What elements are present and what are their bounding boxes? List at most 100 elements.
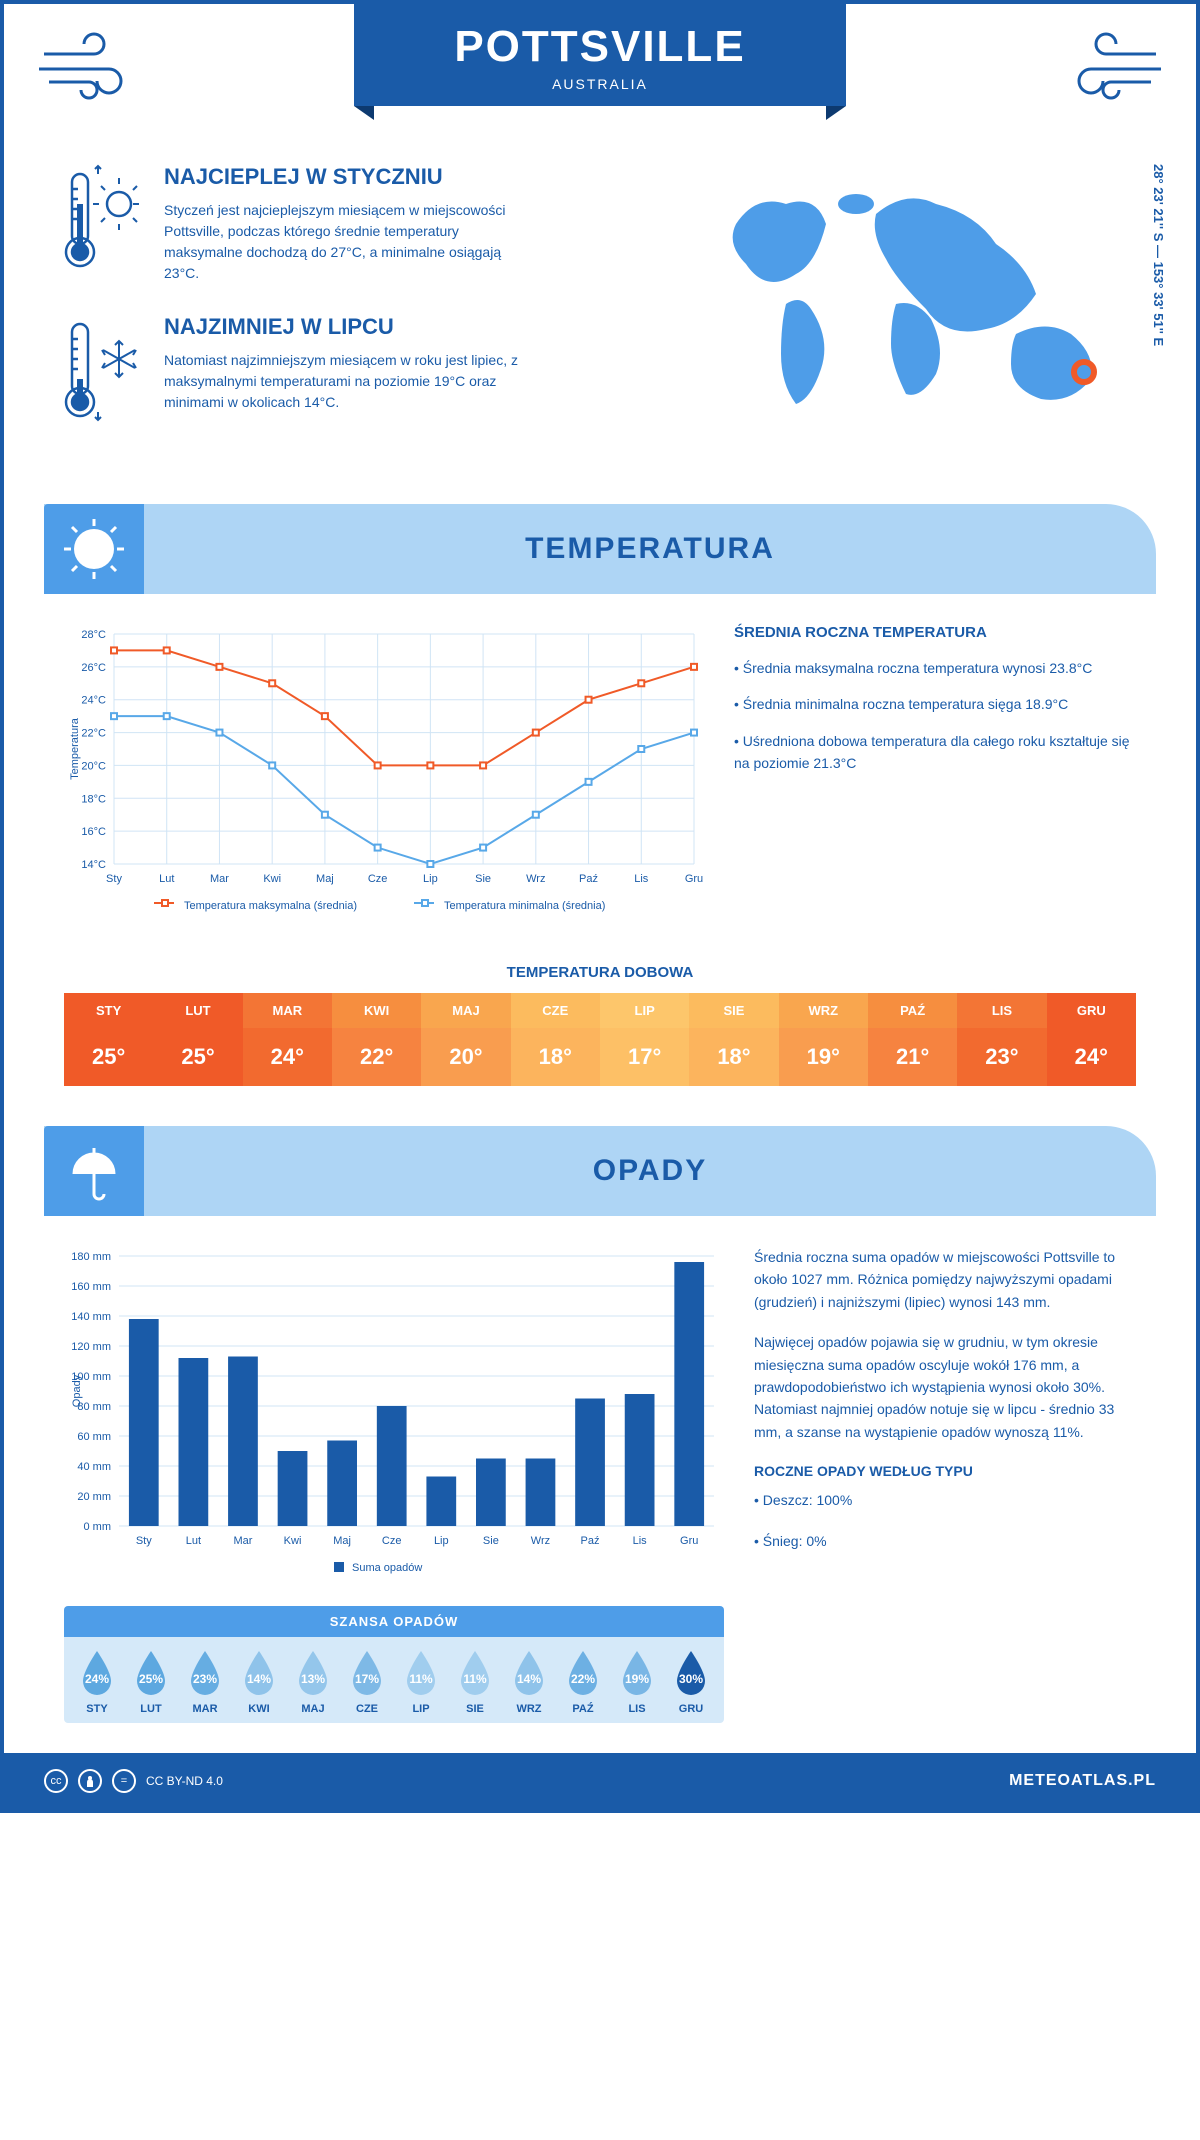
temp-info-title: ŚREDNIA ROCZNA TEMPERATURA [734,624,1136,641]
daily-title: TEMPERATURA DOBOWA [4,964,1196,981]
svg-text:Cze: Cze [382,1535,402,1547]
chance-cell: 14% WRZ [502,1649,556,1715]
svg-text:Maj: Maj [333,1535,351,1547]
svg-text:120 mm: 120 mm [71,1341,111,1353]
svg-text:Sie: Sie [475,873,491,885]
chance-cell: 24% STY [70,1649,124,1715]
svg-text:18°C: 18°C [81,793,106,805]
svg-text:Lut: Lut [159,873,174,885]
svg-text:Lip: Lip [434,1535,449,1547]
chance-cell: 30% GRU [664,1649,718,1715]
svg-text:Paź: Paź [581,1535,600,1547]
svg-text:14°C: 14°C [81,859,106,871]
svg-text:Lut: Lut [186,1535,201,1547]
rain-paragraph: Średnia roczna suma opadów w miejscowośc… [754,1246,1136,1313]
daily-cell: WRZ 19° [779,993,868,1086]
svg-text:Gru: Gru [680,1535,698,1547]
svg-text:Temperatura minimalna (średnia: Temperatura minimalna (średnia) [444,900,605,912]
svg-text:Sty: Sty [136,1535,152,1547]
svg-text:Sie: Sie [483,1535,499,1547]
coldest-block: NAJZIMNIEJ W LIPCU Natomiast najzimniejs… [64,314,656,424]
daily-cell: MAR 24° [243,993,332,1086]
section-title: OPADY [144,1154,1156,1188]
wind-icon [34,24,154,104]
svg-text:0 mm: 0 mm [84,1521,112,1533]
daily-cell: SIE 18° [689,993,778,1086]
site-name: METEOATLAS.PL [1009,1772,1156,1790]
temp-bullet: • Uśredniona dobowa temperatura dla całe… [734,730,1136,775]
rain-paragraph: Najwięcej opadów pojawia się w grudniu, … [754,1331,1136,1443]
svg-text:Kwi: Kwi [263,873,281,885]
svg-text:180 mm: 180 mm [71,1251,111,1263]
wind-icon [1046,24,1166,104]
svg-text:60 mm: 60 mm [77,1431,111,1443]
svg-text:Suma opadów: Suma opadów [352,1562,422,1574]
precipitation-bar-chart: 0 mm20 mm40 mm60 mm80 mm100 mm120 mm140 … [64,1246,724,1586]
rain-type: • Śnieg: 0% [754,1530,1136,1552]
svg-text:28°C: 28°C [81,629,106,641]
warmest-block: NAJCIEPLEJ W STYCZNIU Styczeń jest najci… [64,164,656,284]
svg-text:Maj: Maj [316,873,334,885]
rain-type-title: ROCZNE OPADY WEDŁUG TYPU [754,1463,1136,1479]
svg-text:Mar: Mar [210,873,229,885]
temperature-info: ŚREDNIA ROCZNA TEMPERATURA • Średnia mak… [734,624,1136,924]
daily-cell: GRU 24° [1047,993,1136,1086]
svg-text:20 mm: 20 mm [77,1491,111,1503]
umbrella-icon [44,1126,144,1216]
city-name: POTTSVILLE [454,22,745,72]
svg-text:20°C: 20°C [81,760,106,772]
svg-text:22°C: 22°C [81,728,106,740]
title-banner: POTTSVILLE AUSTRALIA [354,4,845,106]
chance-cell: 11% SIE [448,1649,502,1715]
sun-icon [44,504,144,594]
svg-text:160 mm: 160 mm [71,1281,111,1293]
svg-text:Wrz: Wrz [526,873,545,885]
section-title: TEMPERATURA [144,532,1156,566]
svg-text:Cze: Cze [368,873,388,885]
svg-text:Temperatura: Temperatura [69,717,81,780]
daily-cell: KWI 22° [332,993,421,1086]
intro-section: NAJCIEPLEJ W STYCZNIU Styczeń jest najci… [4,144,1196,484]
svg-text:24°C: 24°C [81,695,106,707]
temp-bullet: • Średnia maksymalna roczna temperatura … [734,657,1136,679]
chance-cell: 17% CZE [340,1649,394,1715]
svg-text:Kwi: Kwi [284,1535,302,1547]
world-map [696,164,1136,424]
svg-text:Mar: Mar [233,1535,252,1547]
section-header-temperature: TEMPERATURA [44,504,1156,594]
header: POTTSVILLE AUSTRALIA [4,4,1196,144]
svg-text:26°C: 26°C [81,662,106,674]
coordinates: 28° 23' 21'' S — 153° 33' 51'' E [1151,164,1166,444]
chance-cell: 19% LIS [610,1649,664,1715]
svg-text:Temperatura maksymalna (średni: Temperatura maksymalna (średnia) [184,900,357,912]
daily-cell: CZE 18° [511,993,600,1086]
precipitation-chance: SZANSA OPADÓW 24% STY 25% LUT [64,1606,724,1723]
daily-cell: LUT 25° [153,993,242,1086]
svg-text:16°C: 16°C [81,826,106,838]
temperature-line-chart: 14°C 16°C 18°C 20°C 22°C 24°C 26°C 28°C Sty Lut Ma… [64,624,704,924]
svg-text:40 mm: 40 mm [77,1461,111,1473]
country-name: AUSTRALIA [454,76,745,92]
svg-text:140 mm: 140 mm [71,1311,111,1323]
svg-text:Wrz: Wrz [531,1535,550,1547]
chance-cell: 14% KWI [232,1649,286,1715]
by-icon [78,1769,102,1793]
rain-type: • Deszcz: 100% [754,1489,1136,1511]
chance-cell: 22% PAŹ [556,1649,610,1715]
svg-text:Gru: Gru [685,873,703,885]
svg-text:Lip: Lip [423,873,438,885]
daily-cell: STY 25° [64,993,153,1086]
cc-icon: cc [44,1769,68,1793]
nd-icon: = [112,1769,136,1793]
chance-title: SZANSA OPADÓW [64,1606,724,1637]
thermometer-snow-icon [64,314,144,424]
license-text: CC BY-ND 4.0 [146,1774,223,1788]
thermometer-sun-icon [64,164,144,284]
warmest-title: NAJCIEPLEJ W STYCZNIU [164,164,524,190]
daily-cell: PAŹ 21° [868,993,957,1086]
daily-cell: LIP 17° [600,993,689,1086]
chance-cell: 23% MAR [178,1649,232,1715]
daily-cell: LIS 23° [957,993,1046,1086]
daily-cell: MAJ 20° [421,993,510,1086]
svg-text:Sty: Sty [106,873,122,885]
